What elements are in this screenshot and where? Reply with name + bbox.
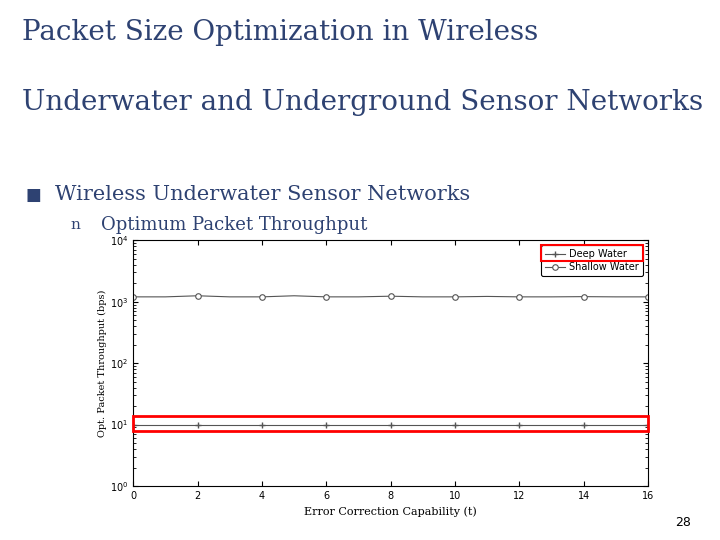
Shallow Water [129,294,138,300]
Shallow Water [418,294,427,300]
Deep Water [547,421,556,428]
Shallow Water [386,293,395,300]
Shallow Water [193,293,202,299]
Shallow Water [258,294,266,300]
Shallow Water [580,293,588,300]
Text: Wireless Underwater Sensor Networks: Wireless Underwater Sensor Networks [55,185,470,204]
Deep Water [161,421,170,428]
Deep Water [225,421,234,428]
Deep Water [193,421,202,428]
Deep Water [515,421,523,428]
Deep Water [611,421,620,428]
Shallow Water [483,293,492,300]
Text: n: n [70,218,80,232]
Line: Shallow Water: Shallow Water [130,293,651,300]
Shallow Water [225,294,234,300]
Deep Water [580,421,588,428]
Y-axis label: Opt. Packet Throughput (bps): Opt. Packet Throughput (bps) [98,289,107,437]
Deep Water [451,421,459,428]
Shallow Water [322,294,330,300]
Shallow Water [451,294,459,300]
Shallow Water [644,294,652,300]
Text: 28: 28 [675,516,691,529]
Legend: Deep Water, Shallow Water: Deep Water, Shallow Water [541,245,643,276]
Deep Water [644,421,652,428]
Deep Water [258,421,266,428]
Deep Water [354,421,363,428]
Deep Water [483,421,492,428]
Shallow Water [547,294,556,300]
Text: Packet Size Optimization in Wireless: Packet Size Optimization in Wireless [22,19,538,46]
Text: Optimum Packet Throughput: Optimum Packet Throughput [101,215,367,234]
X-axis label: Error Correction Capability (t): Error Correction Capability (t) [305,507,477,517]
Deep Water [129,421,138,428]
Shallow Water [611,294,620,300]
Shallow Water [161,294,170,300]
Shallow Water [289,293,298,299]
Text: Underwater and Underground Sensor Networks: Underwater and Underground Sensor Networ… [22,89,703,116]
Shallow Water [354,294,363,300]
Line: Deep Water: Deep Water [130,421,652,428]
Text: ■: ■ [25,186,41,204]
Deep Water [322,421,330,428]
Deep Water [418,421,427,428]
Shallow Water [515,294,523,300]
Deep Water [386,421,395,428]
Deep Water [289,421,298,428]
